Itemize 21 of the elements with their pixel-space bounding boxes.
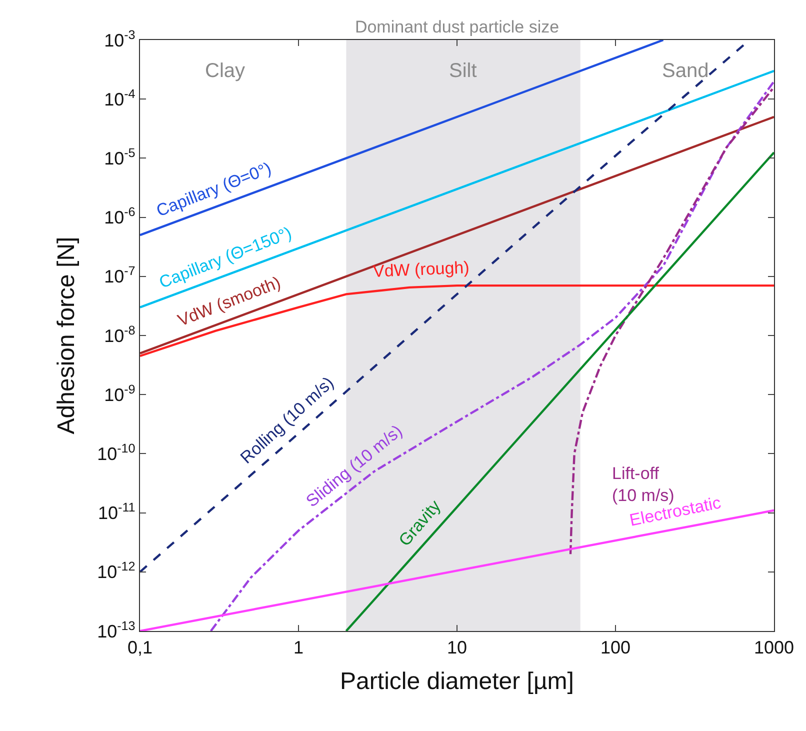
y-tick-label: 10$^{-3}$ <box>104 28 136 50</box>
annotation: Sand <box>662 60 709 82</box>
y-tick-label: 10$^{-8}$ <box>104 323 136 346</box>
y-tick-label: 10$^{-10}$ <box>97 441 136 464</box>
band-label: Silt <box>449 60 478 82</box>
x-tick-label: 10 <box>446 638 468 658</box>
y-tick-label: 10$^{-5}$ <box>104 146 136 168</box>
x-tick-label: 1 <box>293 638 304 658</box>
y-tick-label: 10$^{-11}$ <box>98 500 136 524</box>
chart-title: Dominant dust particle size <box>354 17 560 36</box>
y-tick-label: 10$^{-7}$ <box>104 264 136 287</box>
y-tick-label: 10$^{-12}$ <box>97 560 136 582</box>
x-tick-label: 1000 <box>754 638 794 658</box>
y-tick-label: 10$^{-6}$ <box>104 205 136 228</box>
x-tick-label: 100 <box>600 638 631 658</box>
y-tick-label: 10$^{-4}$ <box>104 86 136 110</box>
y-tick-label: 10$^{-9}$ <box>104 382 136 405</box>
y-axis-title: Adhesion force [N] <box>53 236 80 434</box>
annotation: Clay <box>205 60 246 82</box>
series-label: VdW (rough) <box>372 258 470 281</box>
x-axis-title: Particle diameter [µm] <box>340 668 574 695</box>
